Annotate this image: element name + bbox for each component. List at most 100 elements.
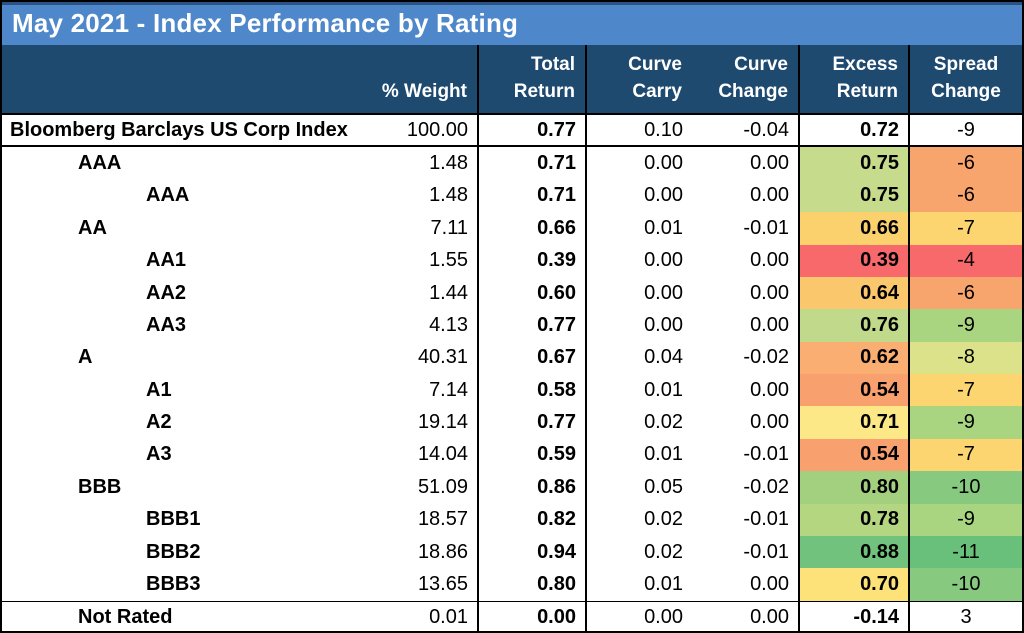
weight-value: 7.11 — [430, 216, 468, 239]
weight-value: 7.14 — [429, 378, 468, 401]
header-curve-change: Curve Change — [718, 53, 788, 103]
curve-carry-value: 0.00 — [585, 147, 692, 180]
spread-change-value: -10 — [908, 471, 1022, 504]
table-row: A1 7.14 0.58 0.01 0.00 0.54 -7 — [2, 374, 1022, 407]
spread-change-value: -9 — [908, 309, 1022, 342]
rating-label: AA3 — [146, 313, 187, 336]
excess-return-value: 0.72 — [798, 115, 908, 148]
curve-carry-value: 0.02 — [585, 406, 692, 439]
total-return-value: 0.77 — [477, 406, 585, 439]
spread-change-value: -6 — [908, 147, 1022, 180]
table-row: BBB3 13.65 0.80 0.01 0.00 0.70 -10 — [2, 568, 1022, 601]
total-return-value: 0.71 — [477, 179, 585, 213]
curve-carry-value: 0.00 — [585, 276, 692, 310]
excess-return-value: 0.66 — [798, 212, 908, 245]
table-row: AA3 4.13 0.77 0.00 0.00 0.76 -9 — [2, 309, 1022, 342]
curve-carry-value: 0.02 — [585, 535, 692, 569]
curve-change-value: 0.00 — [750, 281, 789, 304]
table-row: AA 7.11 0.66 0.01 -0.01 0.66 -7 — [2, 212, 1022, 245]
header-row: % Weight Total Return Curve Carry Curve … — [2, 45, 1022, 115]
weight-value: 14.04 — [417, 443, 468, 466]
curve-change-value: 0.00 — [750, 411, 789, 434]
table-row: BBB2 18.86 0.94 0.02 -0.01 0.88 -11 — [2, 535, 1022, 569]
weight-value: 1.55 — [429, 249, 468, 272]
weight-value: 0.01 — [355, 600, 477, 631]
header-rating — [2, 45, 355, 113]
excess-return-value: 0.54 — [798, 438, 908, 472]
excess-return-value: 0.71 — [798, 406, 908, 439]
rating-label: AA1 — [146, 249, 187, 272]
excess-return-value: 0.80 — [798, 471, 908, 504]
excess-return-value: 0.75 — [798, 179, 908, 213]
rating-label: AA — [78, 216, 107, 239]
curve-change-value: 0.00 — [750, 184, 789, 207]
curve-carry-value: 0.00 — [585, 179, 692, 213]
weight-value: 18.86 — [417, 540, 468, 563]
weight-value: 1.44 — [429, 281, 468, 304]
title-bar: May 2021 - Index Performance by Rating — [2, 2, 1022, 45]
curve-carry-value: 0.01 — [585, 438, 692, 472]
weight-value: 1.48 — [429, 152, 468, 175]
weight-value: 19.14 — [417, 411, 468, 434]
header-total-return: Total Return — [477, 45, 585, 113]
spread-change-value: -11 — [908, 535, 1022, 569]
total-return-value: 0.77 — [477, 115, 585, 148]
curve-change-value: -0.01 — [743, 443, 789, 466]
table-row: AA2 1.44 0.60 0.00 0.00 0.64 -6 — [2, 276, 1022, 310]
table-row: A3 14.04 0.59 0.01 -0.01 0.54 -7 — [2, 438, 1022, 472]
header-curve-carry: Curve Carry — [585, 45, 692, 113]
total-return-value: 0.80 — [477, 568, 585, 601]
table-row: BBB 51.09 0.86 0.05 -0.02 0.80 -10 — [2, 471, 1022, 504]
curve-carry-value: 0.01 — [585, 568, 692, 601]
curve-carry-value: 0.01 — [585, 374, 692, 407]
spread-change-value: -9 — [908, 503, 1022, 536]
table-row: BBB1 18.57 0.82 0.02 -0.01 0.78 -9 — [2, 503, 1022, 536]
total-return-value: 0.94 — [477, 535, 585, 569]
weight-value: 100.00 — [355, 115, 477, 148]
table-row: A2 19.14 0.77 0.02 0.00 0.71 -9 — [2, 406, 1022, 439]
curve-carry-value: 0.00 — [585, 244, 692, 277]
spread-change-value: -6 — [908, 276, 1022, 310]
rating-label: BBB3 — [146, 572, 201, 595]
curve-carry-value: 0.10 — [585, 115, 692, 148]
curve-carry-value: 0.00 — [585, 600, 692, 631]
rating-label: A — [78, 346, 93, 369]
excess-return-value: 0.39 — [798, 244, 908, 277]
curve-carry-value: 0.05 — [585, 471, 692, 504]
total-return-value: 0.00 — [477, 600, 585, 631]
curve-change-value: -0.04 — [692, 115, 798, 148]
spread-change-value: -8 — [908, 341, 1022, 374]
spread-change-value: -7 — [908, 438, 1022, 472]
table-row: Bloomberg Barclays US Corp Index 100.00 … — [2, 115, 1022, 148]
excess-return-value: 0.75 — [798, 147, 908, 180]
table-row: AA1 1.55 0.39 0.00 0.00 0.39 -4 — [2, 244, 1022, 277]
rating-label: BBB2 — [146, 540, 201, 563]
curve-carry-value: 0.04 — [585, 341, 692, 374]
rating-label: A3 — [146, 443, 172, 466]
total-return-value: 0.59 — [477, 438, 585, 472]
weight-value: 13.65 — [417, 572, 468, 595]
spread-change-value: -10 — [908, 568, 1022, 601]
excess-return-value: 0.88 — [798, 535, 908, 569]
curve-change-value: -0.02 — [743, 475, 789, 498]
rating-label: AAA — [146, 184, 190, 207]
curve-carry-value: 0.01 — [585, 212, 692, 245]
excess-return-value: 0.76 — [798, 309, 908, 342]
curve-carry-value: 0.00 — [585, 309, 692, 342]
curve-change-value: 0.00 — [750, 249, 789, 272]
excess-return-value: 0.70 — [798, 568, 908, 601]
curve-change-value: 0.00 — [750, 313, 789, 336]
rating-label: Not Rated — [2, 600, 355, 631]
spread-change-value: -9 — [908, 115, 1022, 148]
table-row: A 40.31 0.67 0.04 -0.02 0.62 -8 — [2, 341, 1022, 374]
table-body: Bloomberg Barclays US Corp Index 100.00 … — [2, 115, 1022, 631]
excess-return-value: 0.64 — [798, 276, 908, 310]
rating-label: A1 — [146, 378, 172, 401]
excess-return-value: 0.54 — [798, 374, 908, 407]
total-return-value: 0.86 — [477, 471, 585, 504]
rating-label: A2 — [146, 411, 172, 434]
rating-label: Bloomberg Barclays US Corp Index — [2, 115, 355, 148]
curve-change-value: 0.00 — [750, 378, 789, 401]
weight-value: 51.09 — [417, 475, 468, 498]
